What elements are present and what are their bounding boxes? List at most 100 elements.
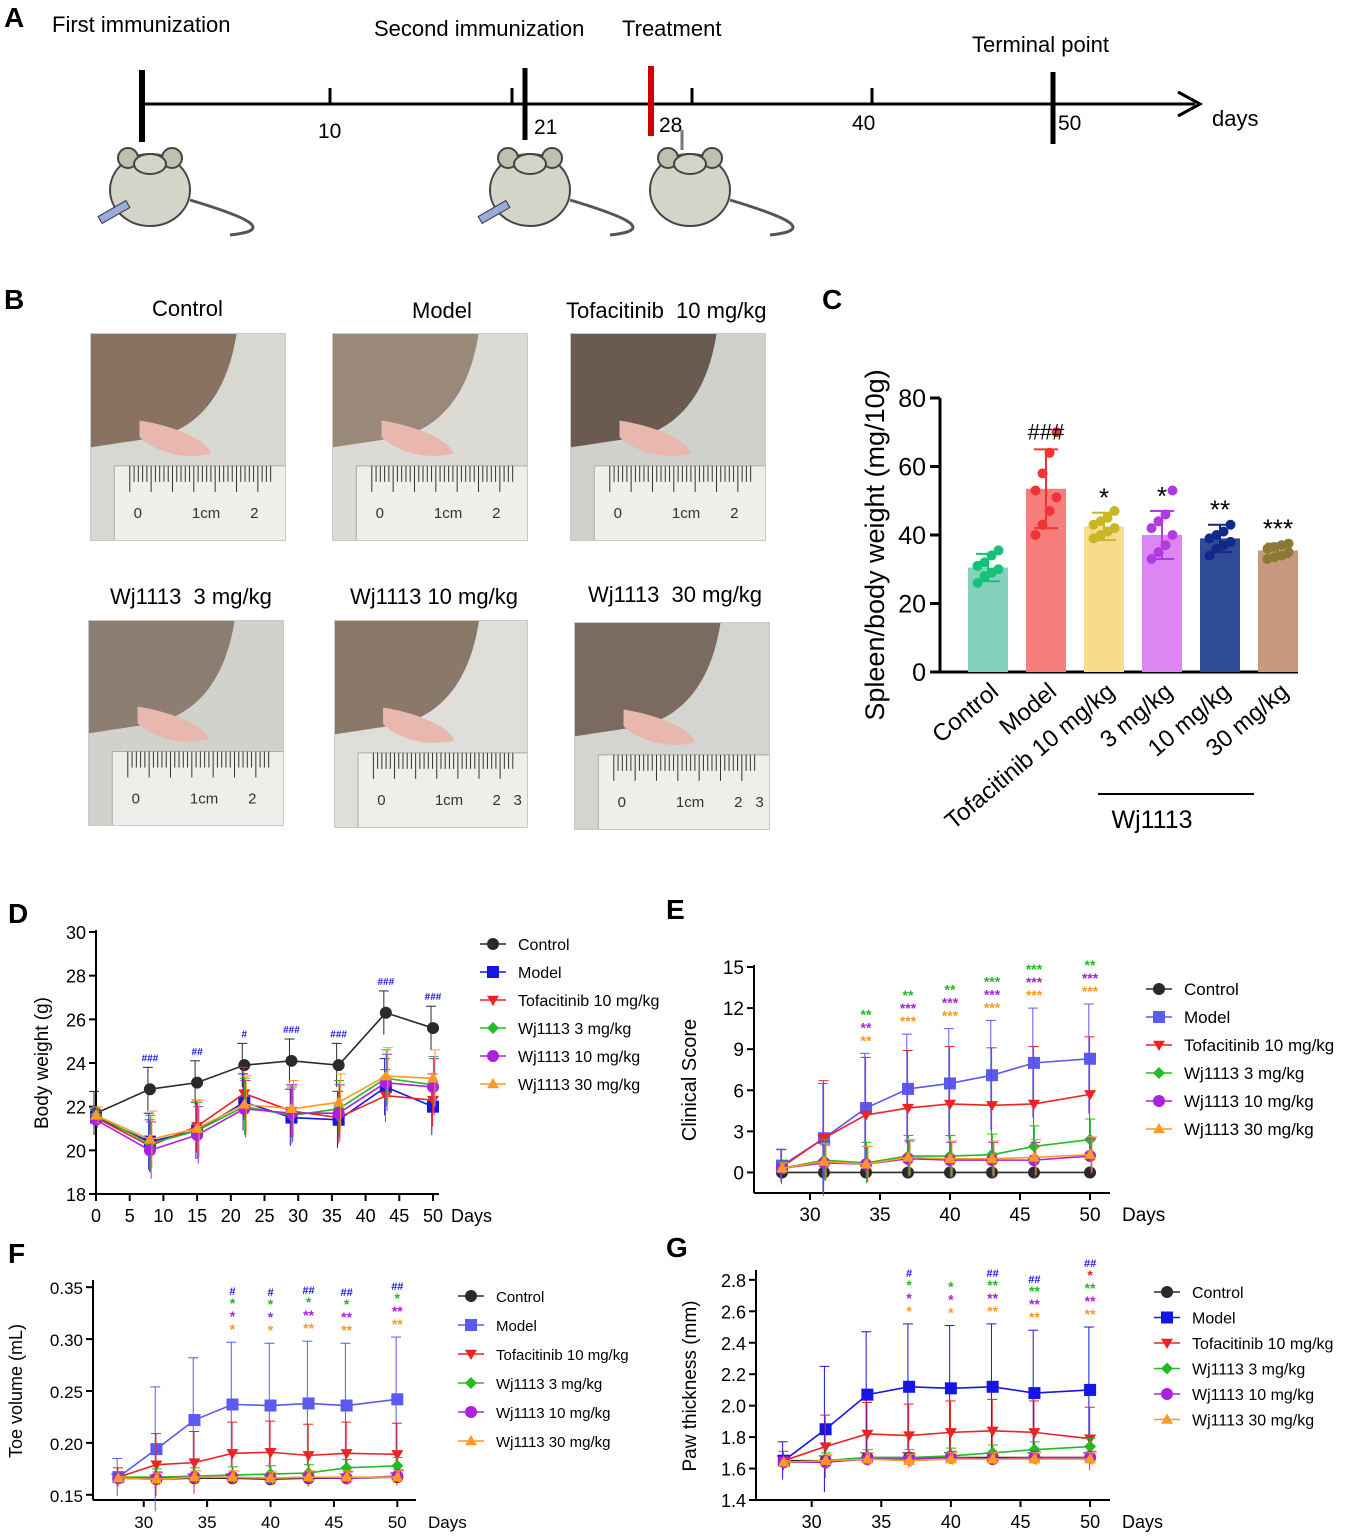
y-tick-label: 20 [66, 1141, 86, 1161]
y-tick-label: 6 [733, 1081, 744, 1102]
legend-label: Wj1113 10 mg/kg [1192, 1387, 1314, 1404]
data-point [986, 1380, 999, 1393]
panel-label-f: F [8, 1238, 26, 1269]
data-point [302, 1451, 315, 1462]
series-line [118, 1451, 398, 1478]
significance-label: *** [900, 1013, 917, 1029]
bar [1084, 526, 1124, 672]
significance-label: ** [1029, 1283, 1040, 1299]
significance-label: ** [861, 1006, 872, 1022]
data-point [986, 550, 997, 561]
series-line [781, 1057, 1091, 1167]
significance-label: ** [903, 987, 914, 1003]
data-point [427, 1072, 439, 1083]
legend-label: Wj1113 30 mg/kg [1192, 1413, 1314, 1430]
legend-label: Wj1113 10 mg/kg [496, 1405, 611, 1422]
significance-label: ** [341, 1322, 352, 1338]
significance-label: ** [987, 1303, 998, 1319]
ruler-label-3: 3 [514, 792, 522, 809]
data-point [1153, 516, 1164, 527]
data-point [332, 1107, 345, 1120]
significance-label: * [906, 1303, 912, 1319]
paw-photo-illustration: 0 1cm 2 [91, 334, 285, 540]
spleen-bar-chart: 0 20 40 60 80 Spleen/body weight (mg/10g) Cont… [860, 369, 1298, 835]
significance-label: * [1157, 481, 1167, 511]
data-point [1153, 983, 1165, 995]
data-point [264, 1472, 277, 1483]
data-point [1102, 512, 1113, 523]
data-point [90, 1109, 102, 1120]
panel-label-b: B [4, 284, 25, 315]
paw-photo-illustration: 0 1cm 2 [571, 334, 765, 540]
data-point [1153, 1123, 1165, 1134]
data-point [1161, 1362, 1173, 1375]
significance-label: # [906, 1268, 912, 1280]
x-tick-label: 10 [153, 1206, 173, 1226]
x-tick-label: 50 [1080, 1512, 1100, 1532]
x-tick-label: 5 [125, 1206, 135, 1226]
significance-label: ** [303, 1307, 314, 1323]
x-tick-label: 50 [1079, 1205, 1100, 1226]
data-point [1051, 492, 1062, 503]
ruler-label-1cm: 1cm [672, 505, 700, 522]
significance-label: * [948, 1278, 954, 1294]
y-tick-label: 22 [66, 1098, 86, 1118]
data-point [391, 1471, 404, 1482]
y-tick-label: 40 [898, 522, 926, 550]
y-tick-label: 12 [723, 999, 744, 1020]
mouse-body [335, 621, 479, 735]
x-tick-label: 25 [254, 1206, 274, 1226]
data-point [226, 1449, 239, 1460]
data-point [986, 1453, 999, 1464]
data-point [986, 1101, 998, 1112]
data-point [332, 1059, 345, 1072]
data-point [188, 1458, 201, 1469]
photo-title-tofacitinib: Tofacitinib 10 mg/kg [566, 298, 767, 323]
paw-photo-model: 0 1cm 2 [332, 333, 528, 541]
data-point [819, 1454, 832, 1465]
x-tick-label: 40 [356, 1206, 376, 1226]
paw-photo-wj10: 0 1cm 2 3 [334, 620, 528, 828]
event-second-immunization: Second immunization [374, 16, 585, 41]
data-point [1153, 547, 1164, 558]
x-tick-label: 30 [134, 1513, 153, 1532]
ruler-label-1cm: 1cm [434, 505, 462, 522]
significance-label: ## [1028, 1274, 1040, 1286]
bar [1200, 538, 1240, 672]
data-point [903, 1431, 916, 1442]
data-point [1084, 1440, 1097, 1453]
legend-label: Wj1113 30 mg/kg [1184, 1120, 1314, 1139]
paw-thickness-chart: 1.4 1.6 1.8 2.0 2.2 2.4 2.6 2.8 30 35 40 45 50 Days Pa… [680, 1258, 1333, 1532]
y-axis-title: Clinical Score [679, 1019, 701, 1141]
data-point [1146, 523, 1157, 534]
data-point [1084, 1453, 1097, 1464]
data-point [1084, 1133, 1096, 1146]
data-point [1037, 468, 1048, 479]
significance-label: ### [330, 1029, 347, 1040]
legend-label: Control [1192, 1285, 1244, 1302]
data-point [112, 1472, 125, 1483]
significance-label: *** [942, 995, 959, 1011]
data-point [188, 1414, 201, 1427]
paw-photo-illustration: 0 1cm 2 3 [575, 623, 769, 829]
y-tick-label: 80 [898, 385, 926, 413]
significance-label: * [906, 1290, 912, 1306]
data-point [1084, 1383, 1097, 1396]
significance-label: ** [392, 1316, 403, 1332]
x-tick-label: 50 [423, 1206, 443, 1226]
significance-label: ** [987, 1277, 998, 1293]
data-point [1283, 538, 1294, 549]
significance-label: # [267, 1287, 273, 1299]
legend-label: Tofacitinib 10 mg/kg [1192, 1336, 1333, 1353]
y-tick-label: 0 [912, 659, 926, 687]
mouse-body [333, 334, 479, 448]
y-tick-label: 26 [66, 1010, 86, 1030]
significance-label: ### [425, 992, 442, 1003]
ruler-label-1cm: 1cm [190, 791, 218, 808]
group-label: Wj1113 [1111, 806, 1192, 834]
photo-title-wj10: Wj1113 10 mg/kg [350, 584, 518, 609]
bar [1258, 550, 1298, 672]
timeline-tick-50: 50 [1058, 112, 1082, 135]
y-tick-label: 2.2 [721, 1365, 746, 1385]
y-tick-label: 2.6 [721, 1302, 746, 1322]
